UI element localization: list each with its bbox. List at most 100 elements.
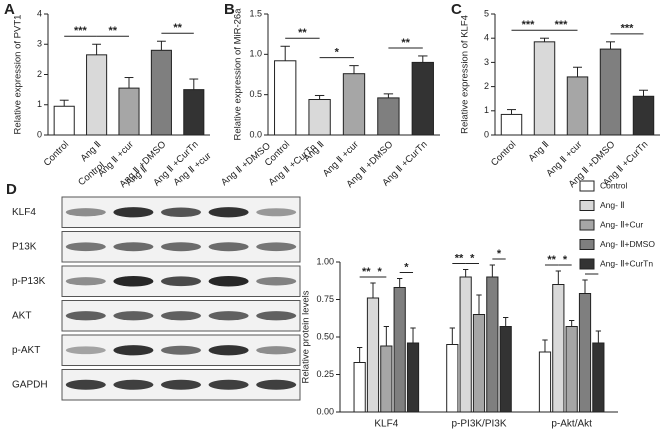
blot-band: [113, 242, 154, 252]
error-bar: [638, 89, 649, 97]
y-tick-label: 1.5: [249, 8, 262, 18]
blot-row-label: KLF4: [12, 207, 36, 218]
legend-swatch: [579, 180, 595, 192]
bar: [499, 326, 512, 413]
significance-label: ***: [522, 19, 536, 31]
bar: [533, 41, 556, 136]
error-bar: [539, 37, 550, 42]
bar: [86, 54, 108, 136]
bar: [632, 95, 655, 136]
panel-label: A: [4, 1, 15, 18]
y-tick-label: 0: [37, 129, 42, 139]
error-bar: [383, 93, 394, 98]
bar: [366, 297, 380, 413]
error-bar: [476, 294, 482, 315]
bar: [446, 344, 459, 413]
error-bar: [59, 99, 69, 107]
legend-swatch: [579, 239, 595, 250]
bar: [486, 276, 499, 413]
y-tick-label: 0.50: [316, 331, 334, 341]
y-axis-label: Relative protein levels: [301, 290, 312, 383]
bar: [150, 49, 172, 136]
bar: [552, 284, 565, 413]
legend-swatch: [579, 258, 595, 270]
error-bar: [349, 65, 359, 74]
blot-band: [161, 311, 201, 321]
blot-column-label: Ang Ⅱ +DMSO: [219, 141, 273, 189]
y-tick-label: 0.00: [316, 406, 334, 416]
blot-row-label: p-P13K: [12, 276, 46, 287]
significance-label: ***: [74, 25, 88, 37]
blot-band: [256, 311, 297, 321]
blot-row-label: GAPDH: [12, 379, 48, 390]
y-tick-label: 3: [484, 57, 489, 67]
blot-row-label: AKT: [12, 310, 31, 321]
error-bar: [489, 264, 496, 277]
blot-band: [65, 346, 106, 355]
blot-band: [208, 276, 249, 287]
significance-label: **: [547, 254, 556, 266]
blot-strip: [61, 196, 301, 228]
bar: [274, 60, 297, 136]
bar: [53, 105, 75, 136]
blot-band: [65, 242, 106, 252]
bar: [500, 113, 523, 136]
x-tick-label: KLF4: [374, 419, 398, 430]
y-tick-label: 2: [484, 81, 489, 91]
bar: [377, 97, 400, 136]
y-tick-label: 0.75: [316, 294, 334, 304]
blot-band: [113, 311, 154, 321]
blot-row-label: P13K: [12, 241, 37, 252]
y-tick-label: 1: [37, 99, 42, 109]
blot-band: [208, 345, 249, 356]
bar: [565, 326, 578, 413]
error-bar: [92, 43, 102, 55]
y-tick-label: 1: [484, 105, 489, 115]
bar: [459, 276, 472, 413]
legend-label: Ang- Ⅱ+Cur: [600, 219, 643, 229]
blot-band: [256, 379, 297, 390]
error-bar: [542, 339, 548, 352]
blot-band: [161, 207, 201, 217]
panel-label: C: [451, 1, 462, 18]
bar: [353, 362, 366, 413]
blot-band: [65, 379, 106, 390]
legend-label: Ang- Ⅱ+CurTn: [600, 258, 653, 268]
bar: [118, 87, 140, 136]
significance-label: **: [109, 25, 118, 37]
blot-row-label: p-AKT: [12, 345, 40, 356]
y-tick-label: 3: [37, 39, 42, 49]
blot-band: [161, 276, 201, 287]
blot-band: [256, 346, 297, 355]
blot-band: [208, 207, 249, 218]
y-tick-label: 4: [484, 33, 489, 43]
bar: [578, 293, 592, 413]
blot-band: [161, 379, 201, 390]
error-bar: [449, 327, 455, 345]
y-tick-label: 1.0: [249, 49, 262, 59]
x-tick-label: Control: [489, 139, 518, 168]
error-bar: [462, 269, 469, 277]
error-bar: [418, 55, 428, 63]
y-tick-label: 0.25: [316, 369, 334, 379]
legend-swatch: [579, 219, 595, 231]
bar: [599, 48, 622, 136]
significance-label: *: [470, 252, 475, 264]
error-bar: [383, 326, 390, 346]
x-tick-label: Ang Ⅱ: [526, 139, 551, 164]
y-tick-label: 0: [484, 129, 489, 139]
significance-label: **: [362, 266, 371, 278]
error-bar: [280, 45, 290, 61]
bar: [183, 89, 205, 136]
x-tick-label: p-PI3K/PI3K: [451, 419, 506, 430]
significance-label: *: [378, 266, 383, 278]
blot-band: [65, 311, 106, 321]
significance-label: *: [563, 254, 568, 266]
significance-label: *: [335, 47, 340, 59]
y-tick-label: 0.5: [249, 89, 262, 99]
error-bar: [555, 270, 561, 285]
x-tick-label: Control: [42, 139, 71, 168]
panel-label: B: [224, 1, 235, 18]
error-bar: [356, 347, 363, 363]
blot-band: [161, 242, 201, 252]
